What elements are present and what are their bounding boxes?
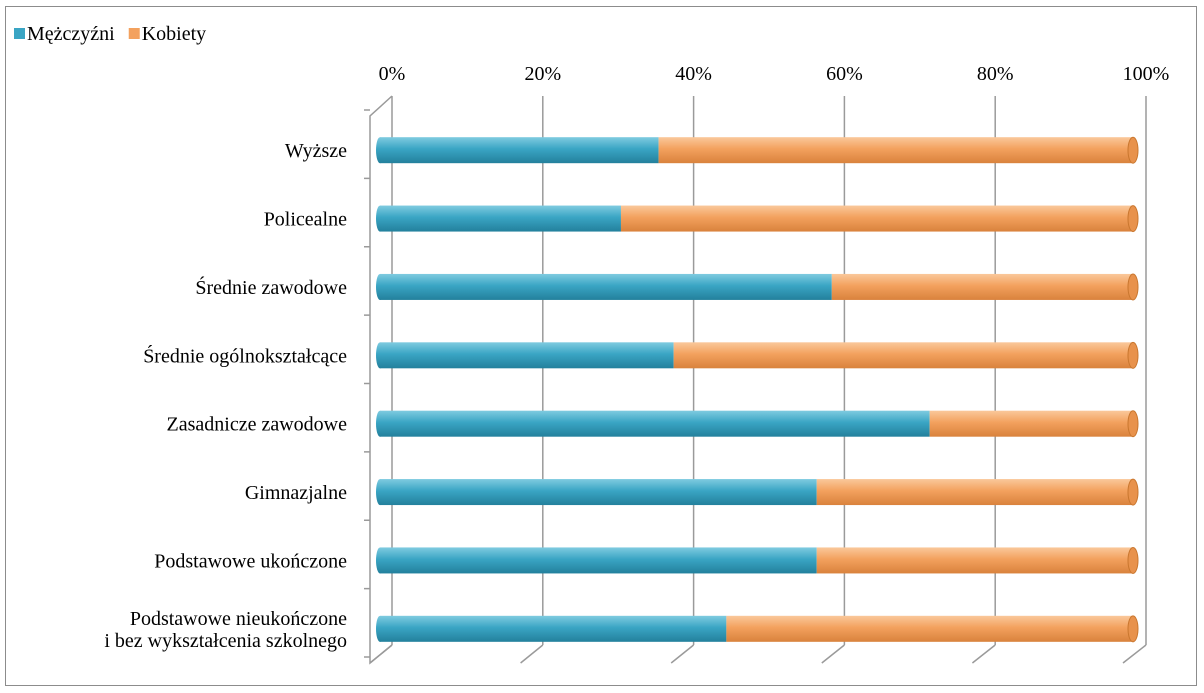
bar-segment-kobiety <box>673 342 1133 369</box>
bar-cap-right <box>1127 410 1139 438</box>
bar-segment-kobiety <box>658 137 1133 164</box>
bar-segment-kobiety <box>816 479 1133 506</box>
legend: Mężczyźni Kobiety <box>14 23 206 45</box>
bar-segment-kobiety <box>816 547 1133 574</box>
bar-segment-mezczyzni <box>380 479 817 506</box>
bar-segment-mezczyzni <box>380 205 621 232</box>
bar-cap-right <box>1127 273 1139 301</box>
category-axis-wall <box>369 95 393 665</box>
category-label: Podstawowe ukończone <box>154 550 347 572</box>
bar-cap-left <box>376 410 384 437</box>
bar-cap-left <box>376 615 384 642</box>
x-tick-label: 80% <box>977 63 1014 85</box>
bar-cap-right <box>1127 546 1139 574</box>
bar-segment-kobiety <box>726 615 1133 642</box>
category-labels: Wyższe Policealne Średnie zawodowe Średnie … <box>104 140 347 652</box>
bar-cap-right <box>1127 136 1139 164</box>
floor-gridline <box>971 644 996 664</box>
bar-cap-right <box>1127 478 1139 506</box>
bars <box>376 136 1139 643</box>
floor-gridline <box>670 644 695 664</box>
bar-cap-right <box>1127 615 1139 643</box>
x-tick-label: 40% <box>675 63 712 85</box>
legend-label: Kobiety <box>142 23 206 45</box>
bar-segment-mezczyzni <box>380 615 727 642</box>
category-label: Średnie zawodowe <box>195 275 347 299</box>
x-tick-label: 60% <box>826 63 863 85</box>
floor-gridline <box>821 644 845 664</box>
bar-cap-right <box>1127 341 1139 369</box>
bar-cap-left <box>376 547 384 574</box>
legend-swatch <box>128 28 140 39</box>
category-label: Policealne <box>264 209 347 231</box>
bar-cap-left <box>376 205 384 232</box>
bar-cap-right <box>1127 205 1139 233</box>
bar-cap-left <box>376 137 384 164</box>
bar-segment-mezczyzni <box>380 410 930 437</box>
category-label: i bez wykształcenia szkolnego <box>104 630 347 652</box>
bar-segment-mezczyzni <box>380 137 659 164</box>
category-label: Średnie ogólnokształcące <box>143 343 347 367</box>
x-axis-ticks: 0% 20% 40% 60% 80% 100% <box>379 63 1170 85</box>
category-label: Gimnazjalne <box>245 482 347 504</box>
bar-cap-left <box>376 479 384 506</box>
x-tick-label: 20% <box>524 63 561 85</box>
bar-cap-left <box>376 273 384 300</box>
bar-segment-mezczyzni <box>380 547 817 574</box>
bar-segment-kobiety <box>620 205 1133 232</box>
bar-cap-left <box>376 342 384 369</box>
bar-segment-mezczyzni <box>380 342 674 369</box>
bar-segment-kobiety <box>831 273 1133 300</box>
floor-gridline <box>1122 644 1147 664</box>
bar-segment-mezczyzni <box>380 273 832 300</box>
legend-label: Mężczyźni <box>27 23 115 45</box>
floor-gridline <box>520 644 544 664</box>
category-label: Podstawowe nieukończone <box>130 608 347 630</box>
category-label: Wyższe <box>285 140 347 162</box>
gridlines <box>364 95 1147 665</box>
legend-swatch <box>14 28 25 39</box>
bar-segment-kobiety <box>929 410 1133 437</box>
x-tick-label: 100% <box>1123 63 1170 85</box>
x-tick-label: 0% <box>379 63 406 85</box>
category-label: Zasadnicze zawodowe <box>167 414 348 436</box>
